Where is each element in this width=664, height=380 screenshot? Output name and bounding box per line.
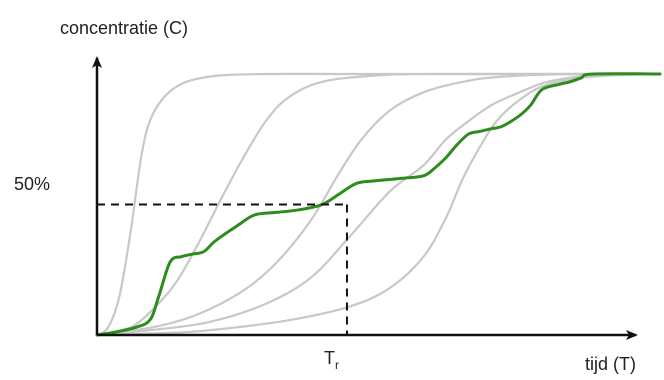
- y-axis-label: concentratie (C): [60, 18, 188, 38]
- series-line-highlighted: [95, 72, 662, 337]
- guide-layer: [97, 203, 348, 335]
- x-tick-label-tr: Tr: [324, 348, 339, 372]
- x-tick-label-tr-sub: r: [335, 358, 339, 372]
- series-line-4: [95, 72, 662, 337]
- x-axis-label: tijd (T): [585, 354, 636, 374]
- x-tick-label-tr-main: T: [324, 348, 335, 368]
- series-line-5: [95, 72, 662, 337]
- y-tick-label-50: 50%: [14, 174, 50, 194]
- series-line-2: [95, 72, 662, 337]
- series-layer: [95, 72, 662, 337]
- series-line-3: [95, 72, 662, 337]
